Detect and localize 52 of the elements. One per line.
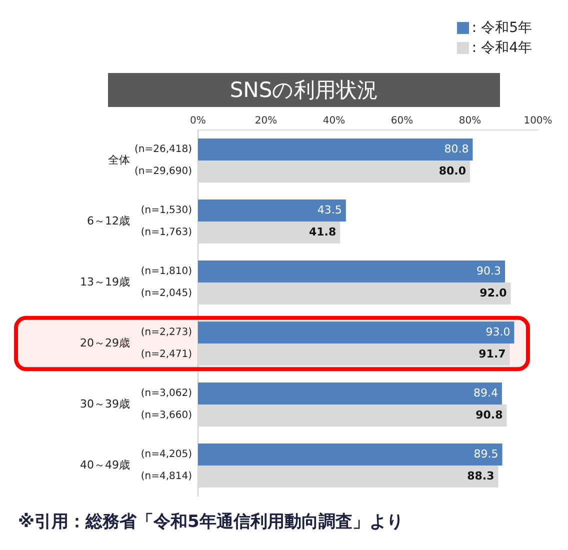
legend-label: : 令和4年 xyxy=(472,39,532,57)
bar xyxy=(198,282,511,304)
data-label: 80.8 xyxy=(444,142,469,156)
bar xyxy=(198,344,510,366)
y-tick-label: 40～49歳 xyxy=(80,458,130,472)
y-tick-label: 13～19歳 xyxy=(80,275,130,288)
bar xyxy=(198,260,506,282)
text: (n=29,690) xyxy=(134,166,192,178)
y-tick-label: 20～29歳 xyxy=(80,336,130,350)
text: ※引用：総務省「令和5年通信利用動向調査」より xyxy=(18,511,404,533)
data-label: 88.3 xyxy=(467,469,494,482)
data-label: 91.7 xyxy=(478,347,506,360)
text: (n=3,660) xyxy=(140,410,192,422)
bar xyxy=(198,322,514,344)
y-tick-label: 6～12歳 xyxy=(86,214,130,228)
text: (n=26,418) xyxy=(134,144,192,156)
bar xyxy=(198,466,498,488)
x-tick-label: 40% xyxy=(322,116,346,127)
data-label: 93.0 xyxy=(486,325,510,338)
text: (n=2,471) xyxy=(140,349,192,360)
text: (n=1,763) xyxy=(140,227,192,238)
data-label: 90.8 xyxy=(476,408,503,422)
y-tick-label: 30～39歳 xyxy=(80,397,130,410)
text: (n=4,814) xyxy=(140,471,192,482)
chart-title: SNSの利用状況 xyxy=(108,73,500,107)
text: (n=1,810) xyxy=(140,266,192,278)
text: (n=1,530) xyxy=(140,205,192,216)
bar xyxy=(198,404,507,426)
bar xyxy=(198,138,473,160)
text: (n=3,062) xyxy=(140,388,192,400)
data-label: 43.5 xyxy=(317,203,342,216)
x-tick-label: 20% xyxy=(254,116,278,127)
data-label: 80.0 xyxy=(438,164,466,178)
bar xyxy=(198,160,470,182)
data-label: 41.8 xyxy=(308,225,336,238)
text: (n=2,045) xyxy=(140,288,192,300)
x-tick-label: 0% xyxy=(190,116,206,127)
data-label: 92.0 xyxy=(480,286,508,300)
data-label: 89.5 xyxy=(474,447,498,460)
legend-label: : 令和5年 xyxy=(472,19,532,37)
y-tick-label: 全体 xyxy=(108,153,130,166)
bar xyxy=(198,200,346,222)
bar xyxy=(198,444,502,466)
x-tick-label: 60% xyxy=(390,116,414,127)
text: (n=2,273) xyxy=(140,327,192,338)
data-label: 90.3 xyxy=(476,264,502,278)
x-tick-label: 80% xyxy=(458,116,482,127)
bar xyxy=(198,222,340,244)
data-label: 89.4 xyxy=(473,386,498,400)
text: (n=4,205) xyxy=(140,449,192,460)
bar xyxy=(198,382,502,404)
x-tick-label: 100% xyxy=(524,116,552,127)
